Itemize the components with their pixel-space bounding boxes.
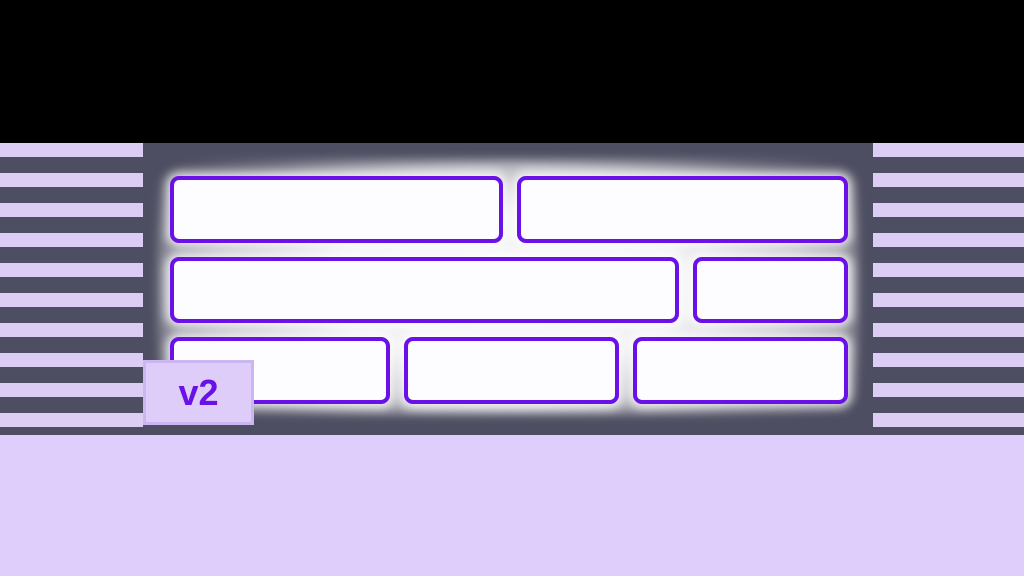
brick-wall xyxy=(170,176,848,405)
version-badge-label: v2 xyxy=(178,371,219,413)
brick-row1-item1[interactable] xyxy=(170,176,503,243)
brick-row3-item2[interactable] xyxy=(403,337,619,405)
brick-row-1 xyxy=(170,176,848,243)
brick-row-2 xyxy=(170,256,848,324)
brick-row2-item1[interactable] xyxy=(170,256,679,324)
brick-row3-item3[interactable] xyxy=(632,337,848,405)
version-badge: v2 xyxy=(143,360,254,425)
brick-row2-item2[interactable] xyxy=(692,256,848,324)
brick-row1-item2[interactable] xyxy=(516,176,848,243)
brick-row-3 xyxy=(170,337,848,405)
letterbox-top-bar xyxy=(0,0,1024,143)
